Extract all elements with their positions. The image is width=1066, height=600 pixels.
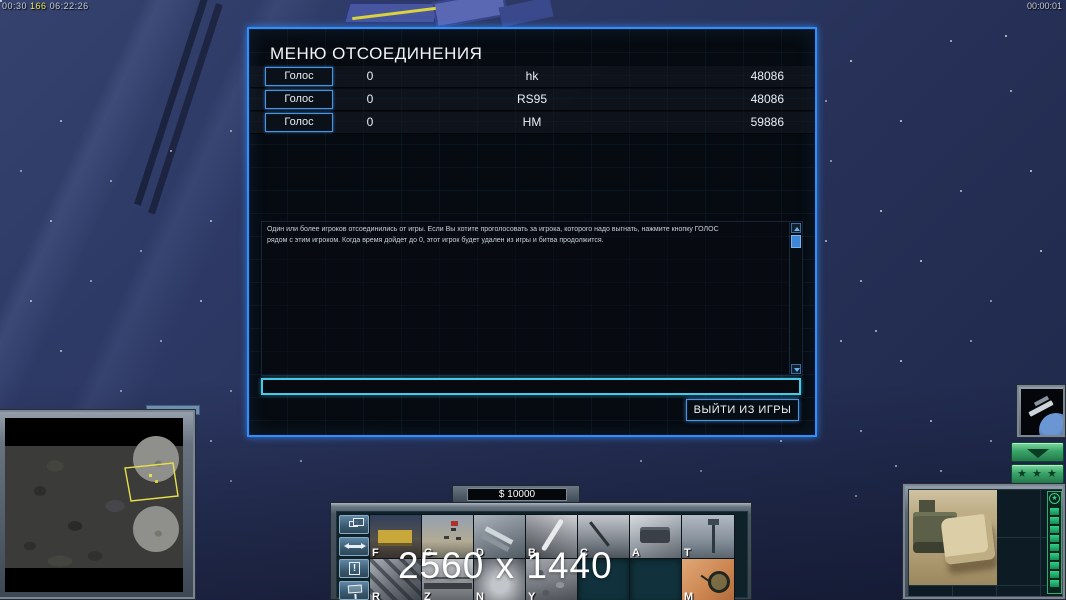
scroll-up-icon[interactable] — [791, 223, 801, 233]
debug-timer-text: 00:30 166 06:22:26 — [2, 1, 89, 11]
build-button-m[interactable]: M — [681, 558, 735, 600]
general-promotion-button[interactable]: ★ ★ ★ — [1011, 464, 1064, 484]
game-clock: 00:00:01 — [1026, 1, 1062, 11]
build-button-d[interactable]: D — [473, 514, 527, 560]
minimap-view[interactable] — [5, 418, 183, 592]
build-button-f[interactable]: F — [369, 514, 423, 560]
build-button-t[interactable]: T — [681, 514, 735, 560]
money-value: $ 10000 — [467, 488, 567, 501]
chat-input[interactable] — [261, 378, 801, 395]
minimap-viewport-rect — [124, 462, 179, 502]
chevron-down-icon — [1027, 449, 1049, 458]
windows-icon — [349, 518, 364, 527]
satellite-cameo-button[interactable] — [1016, 384, 1066, 438]
beacon-button[interactable] — [339, 581, 369, 600]
money-counter-frame: $ 10000 — [452, 485, 580, 503]
build-button-r[interactable]: R — [369, 558, 423, 600]
player-name: RS95 — [516, 92, 548, 106]
hotkey-label: F — [372, 547, 379, 559]
build-button-b[interactable]: B — [525, 514, 579, 560]
build-button-n[interactable]: N — [473, 558, 527, 600]
hotkey-label: T — [684, 547, 691, 559]
background-building — [338, 0, 558, 27]
hotkey-label: B — [528, 547, 536, 559]
player-name: HM — [522, 115, 542, 129]
stars-icon: ★ ★ ★ — [1017, 468, 1058, 480]
vote-count: 0 — [366, 92, 374, 106]
earth-graphic — [1039, 413, 1063, 435]
build-slot-empty — [577, 558, 631, 600]
rank-segment — [1050, 553, 1059, 560]
rank-segment — [1050, 517, 1059, 524]
exclamation-icon: ! — [349, 562, 360, 575]
rank-segment — [1050, 526, 1059, 533]
player-timeout: 48086 — [750, 69, 784, 83]
unit-panel-grid: ★ — [908, 489, 1062, 596]
dozer-blade — [940, 513, 996, 565]
vote-count: 0 — [366, 115, 374, 129]
player-row: Голос 0 HM 59886 — [250, 112, 814, 134]
dozer-tread — [913, 542, 959, 553]
hotkey-label: Z — [424, 591, 431, 600]
minimap-base-area — [133, 436, 179, 482]
disconnect-dialog: МЕНЮ ОТСОЕДИНЕНИЯ Голос 0 hk 48086 Голос… — [247, 27, 817, 437]
wrench-icon — [344, 543, 366, 549]
minimap-base-area — [133, 506, 179, 552]
vote-button[interactable]: Голос — [265, 90, 333, 109]
scrollbar-thumb[interactable] — [791, 235, 801, 248]
message-scrollbar[interactable] — [789, 223, 801, 374]
signpost-icon — [347, 584, 363, 594]
build-button-c[interactable]: C — [577, 514, 631, 560]
rank-star-icon: ★ — [1049, 493, 1060, 504]
exit-game-button[interactable]: ВЫЙТИ ИЗ ИГРЫ — [686, 399, 799, 421]
hotkey-label: Y — [528, 591, 536, 600]
rank-segment — [1050, 508, 1059, 515]
build-button-z[interactable]: Z — [421, 558, 475, 600]
rank-segment — [1050, 544, 1059, 551]
background-vehicle-tracks — [134, 0, 209, 206]
hotkey-label: N — [476, 591, 484, 600]
hotkey-label: G — [424, 547, 433, 559]
player-name: hk — [525, 69, 539, 83]
player-timeout: 48086 — [750, 92, 784, 106]
scroll-down-icon[interactable] — [791, 364, 801, 374]
dialog-title: МЕНЮ ОТСОЕДИНЕНИЯ — [270, 44, 483, 63]
hotkey-label: R — [372, 591, 380, 600]
hotkey-label: D — [476, 547, 484, 559]
command-bar-panel: ! F G D B C A T R Z N Y M — [336, 511, 748, 600]
hotkey-label: M — [684, 591, 694, 600]
selected-unit-panel: ★ — [902, 483, 1066, 600]
disconnect-message-box: Один или более игроков отсоединились от … — [261, 221, 803, 376]
hotkey-label: A — [632, 547, 640, 559]
player-row: Голос 0 hk 48086 — [250, 66, 814, 88]
vote-button[interactable]: Голос — [265, 67, 333, 86]
minimap[interactable] — [0, 409, 196, 600]
build-button-a[interactable]: A — [629, 514, 683, 560]
collapse-sidebar-button[interactable] — [1011, 442, 1064, 462]
player-row: Голос 0 RS95 48086 — [250, 89, 814, 111]
rank-segment — [1050, 580, 1059, 587]
build-button-y[interactable]: Y — [525, 558, 579, 600]
player-timeout: 59886 — [750, 115, 784, 129]
rank-segment — [1050, 571, 1059, 578]
rank-segment — [1050, 562, 1059, 569]
command-bar: ! F G D B C A T R Z N Y M — [330, 502, 752, 600]
resolution-watermark: 2560 x 1440 — [398, 545, 613, 586]
build-slot-empty — [629, 558, 683, 600]
veterancy-ladder: ★ — [1047, 491, 1062, 594]
vote-count: 0 — [366, 69, 374, 83]
repair-button[interactable] — [339, 537, 369, 556]
unit-portrait-dozer[interactable] — [909, 490, 997, 585]
alert-button[interactable]: ! — [339, 559, 369, 578]
vote-button[interactable]: Голос — [265, 113, 333, 132]
multi-select-button[interactable] — [339, 515, 369, 534]
disconnect-message-text: Один или более игроков отсоединились от … — [267, 226, 719, 244]
snow-dots — [0, 0, 2, 2]
build-button-g[interactable]: G — [421, 514, 475, 560]
satellite-image — [1021, 389, 1063, 435]
rank-segment — [1050, 535, 1059, 542]
hotkey-label: C — [580, 547, 588, 559]
